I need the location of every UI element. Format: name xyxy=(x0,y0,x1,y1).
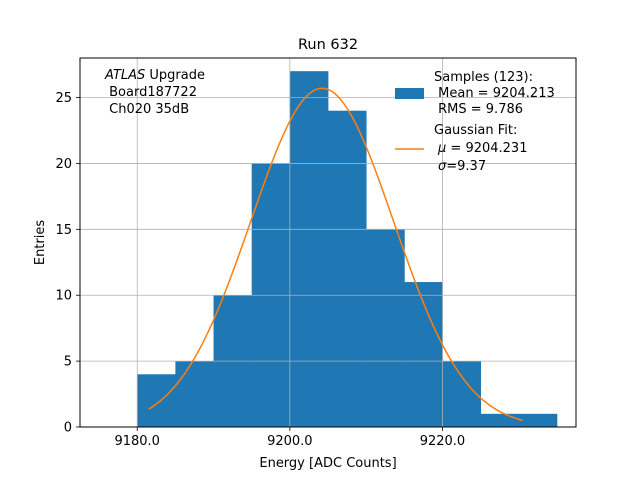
legend-samples-label: Samples (123): xyxy=(434,70,533,85)
x-tick-label: 9200.0 xyxy=(267,434,313,449)
y-tick-label: 20 xyxy=(55,157,72,172)
x-axis-label: Energy [ADC Counts] xyxy=(259,456,396,471)
atlas-annotation: ATLAS Upgrade Board187722 Ch020 35dB xyxy=(104,68,205,117)
chart-title: Run 632 xyxy=(298,37,358,53)
legend-fit-label: Gaussian Fit: xyxy=(434,123,517,138)
gaussian-fit-line xyxy=(148,87,523,422)
x-axis-ticks: 9180.0 9200.0 9220.0 xyxy=(114,427,465,449)
legend-sigma-value: =9.37 xyxy=(446,159,486,174)
fit-curve-layer xyxy=(148,87,523,422)
histogram-bar xyxy=(480,413,520,427)
histogram-bar xyxy=(175,361,214,427)
legend-samples-swatch xyxy=(395,88,424,99)
histogram-bar xyxy=(442,361,482,427)
histogram-bar xyxy=(518,413,558,427)
y-tick-label: 15 xyxy=(55,223,72,238)
annotation-atlas: ATLAS xyxy=(104,68,145,83)
histogram-bar xyxy=(137,374,176,427)
legend-mu-symbol: μ xyxy=(437,141,446,156)
annotation-line-2: Board187722 xyxy=(105,85,197,100)
legend-samples-rms: RMS = 9.786 xyxy=(434,102,523,117)
x-tick-label: 9220.0 xyxy=(420,434,466,449)
y-tick-label: 5 xyxy=(64,355,72,370)
x-tick-label: 9180.0 xyxy=(114,434,160,449)
legend-fit-mu: μ = 9204.231 xyxy=(437,141,527,156)
y-tick-label: 0 xyxy=(64,421,72,436)
histogram-bar xyxy=(289,71,329,427)
legend: Samples (123): Mean = 9204.213 RMS = 9.7… xyxy=(395,70,555,174)
legend-fit-sigma: σ=9.37 xyxy=(438,159,486,174)
y-tick-label: 10 xyxy=(55,289,72,304)
legend-mu-value: = 9204.231 xyxy=(446,141,527,156)
plot-frame xyxy=(79,57,577,428)
legend-samples-mean: Mean = 9204.213 xyxy=(434,86,555,101)
annotation-line-1: ATLAS Upgrade xyxy=(104,68,205,83)
legend-sigma-symbol: σ xyxy=(438,159,447,174)
histogram-bar xyxy=(328,110,367,427)
y-axis-label: Entries xyxy=(33,220,48,266)
annotation-upgrade: Upgrade xyxy=(145,68,205,83)
y-tick-label: 25 xyxy=(55,91,72,106)
histogram-bar xyxy=(404,282,443,427)
histogram-bar xyxy=(366,229,405,427)
annotation-line-3: Ch020 35dB xyxy=(105,102,189,117)
y-axis-ticks: 0 5 10 15 20 25 xyxy=(55,91,80,436)
